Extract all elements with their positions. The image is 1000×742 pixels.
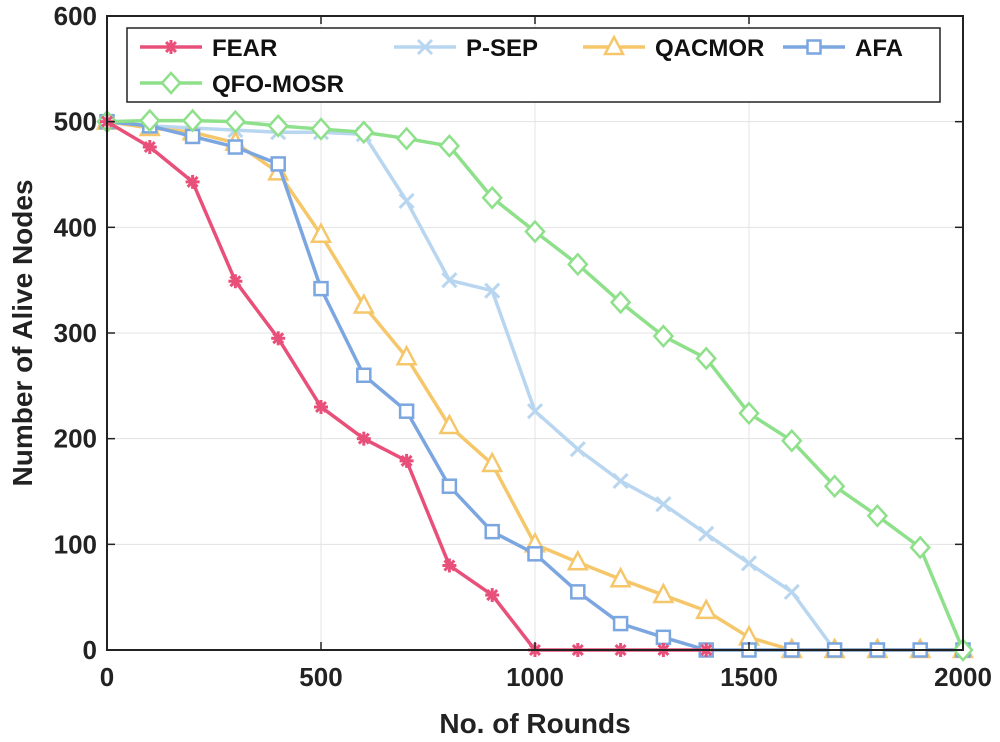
data-point	[783, 583, 800, 600]
data-point	[398, 403, 415, 419]
legend-label: QFO-MOSR	[212, 71, 344, 98]
data-point	[314, 400, 328, 413]
data-point	[655, 496, 672, 513]
data-point	[395, 344, 418, 366]
data-point	[438, 134, 461, 158]
data-point	[400, 454, 413, 467]
legend: FEAR P-SEP QACMOR AFA QFO-MOSR	[126, 27, 941, 103]
data-point	[313, 280, 329, 297]
y-tick-label: 200	[54, 424, 97, 454]
data-point	[612, 615, 629, 632]
data-point	[441, 478, 458, 494]
data-point	[652, 324, 675, 349]
data-point	[356, 367, 372, 384]
y-tick-label: 400	[54, 212, 97, 242]
data-point	[526, 403, 544, 420]
data-point	[655, 629, 672, 646]
series-layer	[95, 108, 975, 662]
legend-swatch-marker	[806, 39, 822, 55]
x-tick-label: 2000	[934, 662, 992, 692]
data-point	[738, 401, 760, 426]
y-tick-label: 100	[54, 529, 97, 559]
y-tick-label: 500	[54, 107, 97, 137]
data-point	[395, 126, 418, 151]
legend-label: AFA	[855, 35, 903, 62]
legend-item: QFO-MOSR	[140, 71, 344, 98]
data-point	[524, 219, 546, 244]
data-point	[441, 272, 458, 289]
data-point	[698, 525, 715, 542]
data-point	[567, 252, 589, 277]
y-axis-label: Number of Alive Nodes	[7, 179, 38, 486]
y-tick-label: 300	[54, 318, 97, 348]
x-tick-label: 1000	[506, 662, 564, 692]
data-point	[909, 535, 931, 560]
data-point	[481, 451, 504, 473]
legend-item: AFA	[783, 35, 903, 62]
data-point	[781, 428, 803, 453]
data-point	[272, 332, 285, 345]
x-tick-label: 0	[100, 662, 114, 692]
legend-swatch-marker	[164, 40, 178, 54]
data-point	[570, 584, 586, 600]
legend-label: FEAR	[212, 35, 277, 62]
legend-swatch-marker	[602, 34, 626, 56]
data-point	[481, 185, 503, 210]
data-point	[484, 282, 501, 299]
data-point	[143, 141, 156, 154]
data-point	[270, 156, 286, 172]
legend-item: P-SEP	[394, 35, 538, 62]
data-point	[181, 108, 204, 133]
data-point	[227, 139, 244, 155]
data-point	[267, 114, 289, 138]
data-point	[695, 598, 718, 620]
data-point	[609, 566, 632, 588]
data-point	[823, 474, 846, 499]
data-point	[612, 472, 629, 489]
data-point	[309, 222, 333, 243]
data-point	[695, 346, 717, 371]
legend-label: QACMOR	[655, 35, 764, 62]
data-point	[398, 192, 415, 209]
data-point	[527, 546, 543, 562]
legend-item: QACMOR	[583, 34, 764, 62]
data-point	[652, 582, 675, 604]
data-point	[310, 117, 332, 141]
data-point	[569, 441, 586, 458]
x-axis-label: No. of Rounds	[439, 708, 630, 739]
data-point	[866, 503, 889, 528]
legend-label: P-SEP	[466, 35, 538, 62]
data-point	[609, 290, 632, 315]
data-point	[443, 559, 456, 572]
y-tick-label: 0	[83, 635, 97, 665]
data-point	[353, 120, 375, 145]
data-point	[737, 624, 761, 646]
y-tick-label: 600	[54, 1, 97, 31]
x-tick-label: 1500	[720, 662, 778, 692]
axis-ticks: 0 500 1000 1500 2000 0 100 200 300 400 500 600	[54, 1, 992, 692]
data-point	[186, 175, 199, 188]
legend-swatch-marker	[416, 38, 434, 56]
data-point	[486, 589, 499, 602]
x-tick-label: 500	[299, 662, 342, 692]
data-point	[229, 275, 242, 288]
data-point	[484, 523, 500, 540]
data-point	[139, 108, 161, 133]
legend-swatch-marker	[160, 71, 182, 95]
data-point	[224, 109, 247, 134]
data-point	[740, 555, 758, 572]
data-point	[352, 292, 375, 314]
legend-item: FEAR	[140, 35, 277, 62]
data-point	[438, 413, 461, 435]
data-point	[357, 432, 370, 445]
legend-box	[126, 27, 941, 103]
data-point	[566, 549, 589, 571]
